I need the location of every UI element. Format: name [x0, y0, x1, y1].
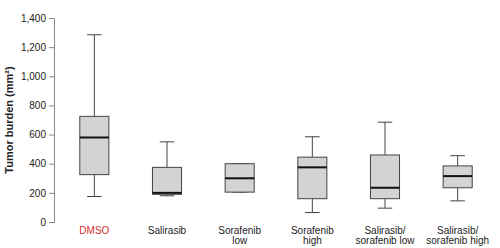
x-tick-label-line: high	[303, 235, 322, 246]
y-tick-mark	[49, 47, 54, 48]
max-cap	[378, 122, 393, 123]
x-tick-label-line: sorafenib low	[356, 235, 416, 246]
y-tick-mark	[49, 193, 54, 194]
upper-whisker	[312, 137, 313, 157]
x-tick-label: Salirasib	[148, 225, 187, 236]
y-tick-label: 800	[29, 100, 46, 111]
y-tick: 1,400	[21, 13, 54, 24]
y-tick-label: 600	[29, 129, 46, 140]
x-tick-label: DMSO	[79, 225, 109, 236]
y-axis-title: Tumor burden (mm²)	[3, 66, 15, 174]
box-plot	[225, 164, 254, 192]
y-tick-mark	[49, 105, 54, 106]
y-tick-label: 1,400	[21, 13, 46, 24]
x-tick-label-line: Salirasib	[148, 225, 187, 236]
box-plot	[298, 137, 327, 213]
y-tick-mark	[49, 222, 54, 223]
y-tick-mark	[49, 18, 54, 19]
x-tick-label: Sorafeniblow	[218, 225, 261, 246]
x-tick-label: Salirasib/sorafenib high	[426, 225, 489, 246]
max-cap	[160, 141, 175, 142]
y-tick: 800	[29, 100, 54, 111]
lower-whisker	[385, 199, 386, 208]
box-plot	[370, 122, 399, 208]
y-tick-mark	[49, 135, 54, 136]
median	[443, 175, 472, 177]
min-cap	[160, 195, 175, 196]
box-plot	[152, 142, 181, 196]
box	[443, 166, 472, 188]
max-cap	[87, 34, 102, 35]
box-plot	[80, 35, 109, 197]
max-cap	[305, 136, 320, 137]
lower-whisker	[457, 188, 458, 201]
chart: 0 200 400 600 800 1,000 1,200 1,400 Tumor burden…	[0, 0, 500, 248]
min-cap	[305, 212, 320, 213]
max-cap	[450, 155, 465, 156]
y-tick: 400	[29, 158, 54, 169]
upper-whisker	[385, 122, 386, 155]
median	[152, 192, 181, 194]
box	[225, 164, 254, 192]
lower-whisker	[312, 199, 313, 213]
y-tick: 1,200	[21, 42, 54, 53]
min-cap	[378, 208, 393, 209]
upper-whisker	[94, 35, 95, 117]
y-tick: 200	[29, 188, 54, 199]
y-tick-label: 1,000	[21, 71, 46, 82]
min-cap	[87, 196, 102, 197]
median	[370, 187, 399, 189]
x-tick-label-line: sorafenib high	[426, 235, 489, 246]
y-tick-label: 400	[29, 158, 46, 169]
x-tick-label-line: low	[232, 235, 248, 246]
median	[80, 136, 109, 138]
y-axis: 0 200 400 600 800 1,000 1,200 1,400	[21, 13, 55, 228]
y-tick-mark	[49, 76, 54, 77]
box	[370, 155, 399, 199]
boxes	[80, 35, 472, 213]
y-tick-mark	[49, 164, 54, 165]
box	[298, 157, 327, 199]
y-tick: 0	[40, 217, 54, 228]
y-tick-label: 1,200	[21, 42, 46, 53]
box	[80, 116, 109, 174]
lower-whisker	[94, 175, 95, 197]
y-tick-label: 0	[40, 217, 46, 228]
median	[225, 177, 254, 179]
min-cap	[450, 200, 465, 201]
median	[298, 166, 327, 168]
y-axis-line	[49, 19, 55, 223]
x-tick-label: Salirasib/sorafenib low	[356, 225, 416, 246]
upper-whisker	[167, 142, 168, 168]
upper-whisker	[457, 156, 458, 166]
x-tick-label: Sorafenibhigh	[291, 225, 334, 246]
y-tick: 1,000	[21, 71, 54, 82]
y-tick-label: 200	[29, 188, 46, 199]
box-plot	[443, 156, 472, 201]
x-axis: DMSO Salirasib Sorafeniblow Sorafenibhigh Sa…	[79, 225, 489, 246]
y-tick: 600	[29, 129, 54, 140]
box	[152, 167, 181, 194]
x-tick-label-line: DMSO	[79, 225, 109, 236]
